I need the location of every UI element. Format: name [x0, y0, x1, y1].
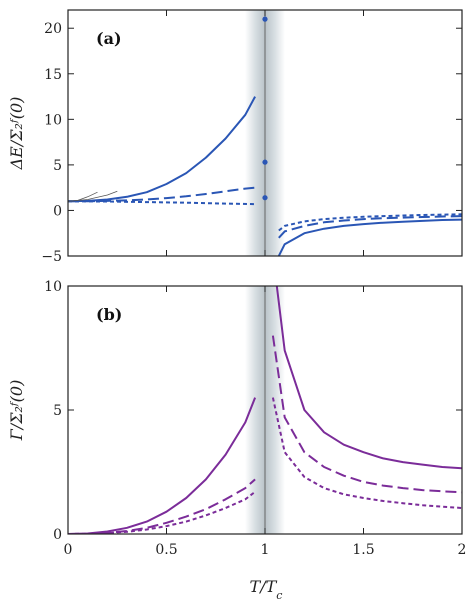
y-axis-label: Γ/Σ₂ᶠ(0) — [7, 380, 26, 442]
panel-b: 0 0.5 1 1.5 2 0 5 10 (b) Γ/Σ₂ᶠ(0) — [7, 279, 466, 558]
x-axis-label: T/Tc — [250, 577, 283, 600]
series-dotted-segment-1 — [278, 213, 462, 232]
series-dashed-segment-0 — [68, 478, 256, 534]
x-tick-label: 1 — [261, 542, 270, 558]
y-axis-label: ΔE/Σ₂ᶠ(0) — [7, 97, 26, 171]
data-point — [262, 195, 268, 201]
series-solid-segment-1 — [277, 218, 462, 256]
series-dotted-segment-0 — [68, 491, 256, 534]
data-point — [262, 159, 268, 165]
y-tick-label: 0 — [53, 203, 62, 219]
y-tick-label: 5 — [53, 158, 62, 174]
y-tick-label: 15 — [44, 67, 62, 83]
series-dashed-segment-1 — [271, 335, 462, 494]
data-point — [262, 16, 268, 22]
y-tick-label: 10 — [44, 112, 62, 128]
series-dotted-segment-1 — [271, 397, 462, 509]
x-tick-label: 1.5 — [352, 542, 374, 558]
panel-label: (b) — [96, 305, 122, 324]
x-tick-label: 2 — [458, 542, 467, 558]
y-tick-label: −5 — [41, 249, 62, 265]
y-tick-label: 5 — [53, 403, 62, 419]
y-tick-label: 0 — [53, 527, 62, 543]
series-dotted-segment-0 — [68, 200, 256, 206]
series-dashed-segment-0 — [68, 186, 256, 203]
series-thin-segment-1 — [68, 190, 118, 202]
panel-a: −5 0 5 10 15 20 (a) ΔE/Σ₂ᶠ(0) — [7, 9, 463, 265]
series-solid-segment-0 — [68, 397, 257, 534]
series-solid-segment-1 — [275, 286, 462, 470]
x-tick-label: 0 — [64, 542, 73, 558]
y-tick-label: 10 — [44, 279, 62, 295]
y-tick-label: 20 — [44, 21, 62, 37]
panel-label: (a) — [96, 29, 122, 48]
series-dashed-segment-1 — [278, 215, 462, 239]
series-solid-segment-0 — [68, 96, 256, 203]
x-tick-label: 0.5 — [155, 542, 177, 558]
